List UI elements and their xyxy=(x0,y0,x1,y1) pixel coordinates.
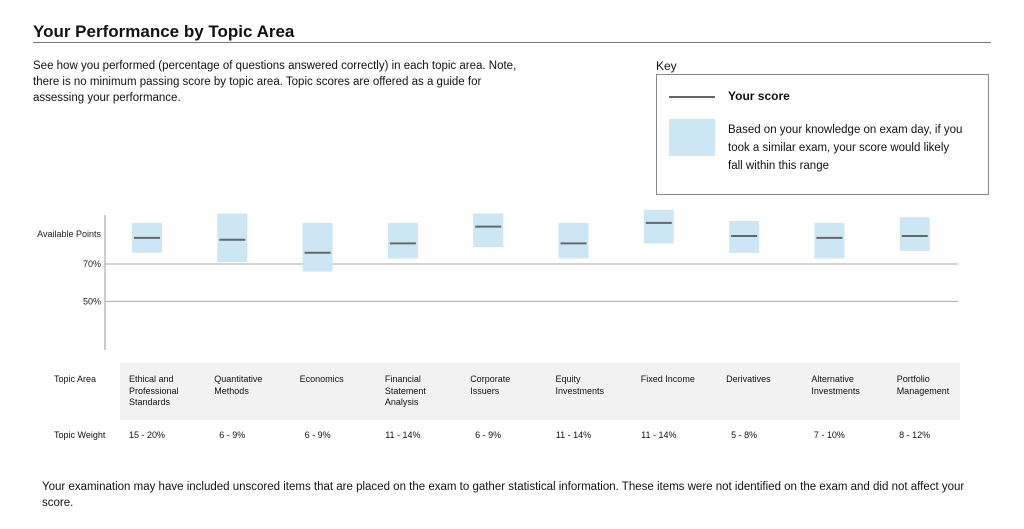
key-heading: Key xyxy=(656,59,677,73)
range-bar xyxy=(899,217,930,251)
range-bar xyxy=(558,222,589,259)
topic-weight: 8 - 12% xyxy=(899,430,931,440)
topic-area-band xyxy=(120,363,960,420)
range-bar xyxy=(643,209,674,244)
key-legend: Your score Based on your knowledge on ex… xyxy=(656,74,989,195)
page-title: Your Performance by Topic Area xyxy=(33,22,295,41)
range-bar xyxy=(217,213,248,263)
topic-area-name: Derivatives xyxy=(726,374,771,384)
intro-text: See how you performed (percentage of que… xyxy=(33,60,517,104)
performance-chart: Available Points 70% 50% xyxy=(37,209,958,350)
range-bar xyxy=(387,222,418,259)
topic-weight: 5 - 8% xyxy=(731,430,758,440)
key-range-label: Based on your knowledge on exam day, if … xyxy=(728,124,963,172)
topic-weight: 11 - 14% xyxy=(555,430,592,440)
range-bar xyxy=(473,213,504,248)
key-range-swatch xyxy=(669,119,715,156)
y-tick-label: 50% xyxy=(83,296,101,306)
topic-weight: 7 - 10% xyxy=(813,430,845,440)
title-divider xyxy=(33,42,991,43)
key-score-swatch xyxy=(669,96,715,98)
topic-weight: 11 - 14% xyxy=(641,430,677,440)
topic-area-name: Financial Statement Analysis xyxy=(384,374,426,407)
topic-weight: 11 - 14% xyxy=(385,430,421,440)
y-tick-label: 70% xyxy=(83,259,101,269)
topic-area-name: Portfolio Management xyxy=(896,374,950,396)
topic-area-name: Quantitative Methods xyxy=(214,374,263,396)
y-tick-label: Available Points xyxy=(37,229,101,239)
topic-area-label: Topic Area xyxy=(54,374,97,384)
topic-weight: 6 - 9% xyxy=(475,430,502,440)
range-bar xyxy=(302,222,333,272)
topic-area-name: Economics xyxy=(299,374,344,384)
topic-weight: 15 - 20% xyxy=(128,430,166,440)
topic-area-name: Fixed Income xyxy=(640,374,695,384)
topic-area-name: Equity Investments xyxy=(555,374,605,396)
topic-weight: 6 - 9% xyxy=(219,430,246,440)
topic-weight-label: Topic Weight xyxy=(54,430,106,440)
topic-weight: 6 - 9% xyxy=(304,430,331,440)
range-bar xyxy=(814,222,845,259)
footnote: Your examination may have included unsco… xyxy=(42,481,965,509)
topic-area-name: Alternative Investments xyxy=(811,374,860,396)
key-score-label: Your score xyxy=(728,89,790,103)
topic-area-name: Corporate Issuers xyxy=(470,374,511,396)
topic-area-name: Ethical and Professional Standards xyxy=(129,374,179,407)
